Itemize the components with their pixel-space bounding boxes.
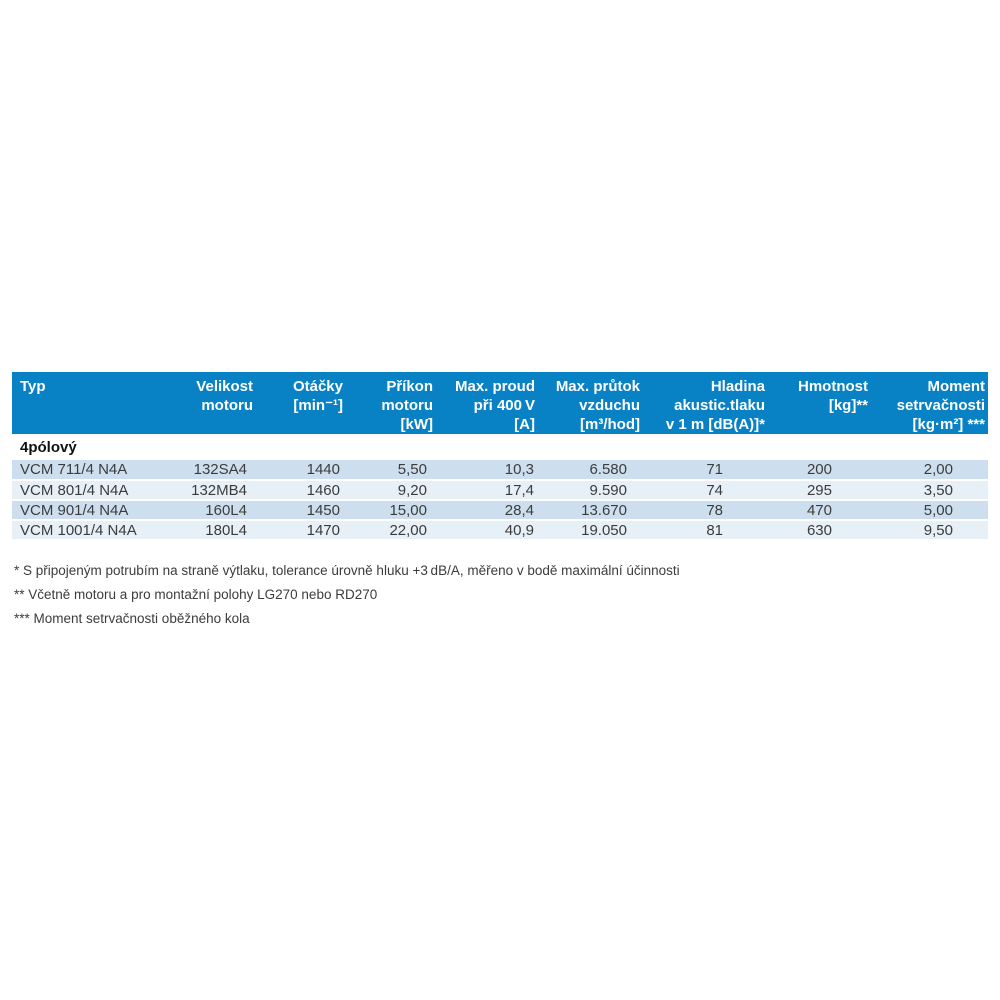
cell-prikon: 5,50 (346, 460, 436, 481)
column-header-typ: Typ (12, 372, 180, 434)
cell-moment: 2,00 (871, 460, 988, 481)
column-header-max-prutok: Max. průtok vzduchu [m³/hod] (538, 372, 643, 434)
cell-hmotnost: 470 (768, 500, 871, 521)
header-line: [kg]** (828, 397, 868, 414)
header-line: vzduchu (579, 397, 640, 414)
header-line: [kW] (400, 416, 434, 433)
cell-max-prutok: 6.580 (538, 460, 643, 481)
cell-moment: 3,50 (871, 480, 988, 501)
cell-velikost-motoru: 180L4 (180, 520, 256, 541)
cell-prikon: 22,00 (346, 520, 436, 541)
header-line: Příkon (386, 378, 433, 395)
cell-max-prutok: 9.590 (538, 480, 643, 501)
header-line: [min⁻¹] (293, 397, 343, 414)
cell-typ: VCM 711/4 N4A (12, 460, 180, 481)
column-header-max-proud: Max. proud při 400 V [A] (436, 372, 538, 434)
cell-typ: VCM 901/4 N4A (12, 500, 180, 521)
table-row: VCM 1001/4 N4A 180L4 1470 22,00 40,9 19.… (12, 520, 988, 541)
footnote: ** Včetně motoru a pro montažní polohy L… (14, 587, 378, 602)
header-line: Moment (927, 378, 986, 395)
footnotes: * S připojeným potrubím na straně výtlak… (14, 563, 974, 635)
cell-hmotnost: 200 (768, 460, 871, 481)
header-line: akustic.tlaku (674, 397, 765, 414)
cell-velikost-motoru: 160L4 (180, 500, 256, 521)
cell-hmotnost: 295 (768, 480, 871, 501)
header-line: Hmotnost (798, 378, 868, 395)
header-line: Hladina (710, 378, 765, 395)
table-row: VCM 711/4 N4A 132SA4 1440 5,50 10,3 6.58… (12, 460, 988, 481)
header-line: v 1 m [dB(A)]* (665, 416, 765, 433)
cell-otacky: 1470 (256, 520, 346, 541)
table-header: Typ Velikost motoru Otáčky [min⁻¹] Příko… (12, 372, 988, 434)
cell-otacky: 1440 (256, 460, 346, 481)
header-line: Velikost (196, 378, 253, 395)
header-line: Max. proud (454, 378, 535, 395)
fan-spec-table: Typ Velikost motoru Otáčky [min⁻¹] Příko… (12, 372, 988, 541)
column-header-otacky: Otáčky [min⁻¹] (256, 372, 346, 434)
header-line: [A] (514, 416, 535, 433)
column-header-hladina-akust-tlaku: Hladina akustic.tlaku v 1 m [dB(A)]* (643, 372, 768, 434)
section-label: 4pólový (12, 434, 988, 460)
header-line: motoru (201, 397, 253, 414)
cell-velikost-motoru: 132SA4 (180, 460, 256, 481)
cell-otacky: 1460 (256, 480, 346, 501)
cell-hladina: 81 (643, 520, 768, 541)
cell-typ: VCM 1001/4 N4A (12, 520, 180, 541)
table-row: VCM 901/4 N4A 160L4 1450 15,00 28,4 13.6… (12, 500, 988, 521)
header-line: Typ (20, 378, 46, 395)
cell-prikon: 9,20 (346, 480, 436, 501)
table-row: VCM 801/4 N4A 132MB4 1460 9,20 17,4 9.59… (12, 480, 988, 501)
cell-hladina: 74 (643, 480, 768, 501)
cell-hmotnost: 630 (768, 520, 871, 541)
cell-velikost-motoru: 132MB4 (180, 480, 256, 501)
column-header-hmotnost: Hmotnost [kg]** (768, 372, 871, 434)
footnote: * S připojeným potrubím na straně výtlak… (14, 563, 680, 578)
cell-max-proud: 40,9 (436, 520, 538, 541)
cell-max-proud: 10,3 (436, 460, 538, 481)
header-line: [m³/hod] (580, 416, 640, 433)
cell-hladina: 78 (643, 500, 768, 521)
header-line: Max. průtok (555, 378, 640, 395)
cell-prikon: 15,00 (346, 500, 436, 521)
header-line: Otáčky (292, 378, 343, 395)
cell-max-prutok: 13.670 (538, 500, 643, 521)
cell-max-proud: 17,4 (436, 480, 538, 501)
header-line: motoru (381, 397, 433, 414)
cell-typ: VCM 801/4 N4A (12, 480, 180, 501)
cell-max-proud: 28,4 (436, 500, 538, 521)
cell-max-prutok: 19.050 (538, 520, 643, 541)
header-line: při 400 V (473, 397, 535, 414)
column-header-prikon-motoru: Příkon motoru [kW] (346, 372, 436, 434)
header-line: setrvačnosti (896, 397, 985, 414)
column-header-velikost-motoru: Velikost motoru (180, 372, 256, 434)
column-header-moment-setrvacnosti: Moment setrvačnosti [kg·m²] *** (871, 372, 988, 434)
cell-otacky: 1450 (256, 500, 346, 521)
cell-hladina: 71 (643, 460, 768, 481)
cell-moment: 9,50 (871, 520, 988, 541)
cell-moment: 5,00 (871, 500, 988, 521)
header-line: [kg·m²] *** (912, 416, 985, 433)
section-row-4polovy: 4pólový (12, 434, 988, 460)
footnote: *** Moment setrvačnosti oběžného kola (14, 611, 250, 626)
